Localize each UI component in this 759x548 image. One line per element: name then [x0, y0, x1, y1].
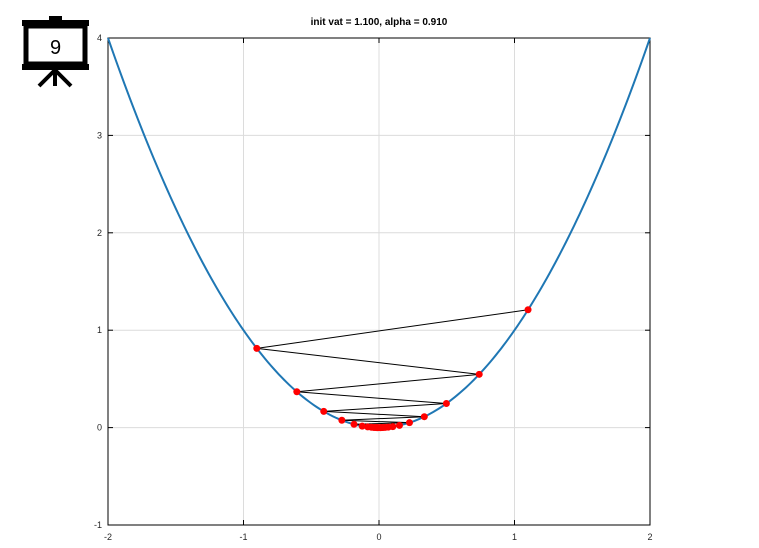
grid-lines — [108, 38, 650, 525]
iterate-point — [442, 400, 450, 408]
iterate-lines — [256, 309, 529, 429]
y-tick-label: -1 — [94, 520, 102, 530]
iterate-point — [253, 344, 261, 352]
iterate-segment — [256, 309, 529, 349]
iterate-segment — [256, 347, 480, 375]
y-tick-label: 1 — [97, 325, 102, 335]
iterate-segment — [341, 416, 425, 421]
iterate-point — [358, 422, 366, 430]
iterate-segment — [323, 410, 425, 418]
iterate-point — [293, 388, 301, 396]
x-tick-label: 1 — [512, 532, 517, 542]
y-tick-label: 4 — [97, 33, 102, 43]
iterate-point — [405, 419, 413, 427]
y-tick-label: 2 — [97, 228, 102, 238]
iterate-point — [395, 421, 403, 429]
iterate-point — [524, 306, 532, 314]
slide-number: 9 — [50, 37, 61, 59]
iterate-point — [338, 416, 346, 424]
iterate-point — [320, 407, 328, 415]
iterate-segment — [296, 391, 447, 405]
chart-title: init vat = 1.100, alpha = 0.910 — [311, 17, 448, 28]
iterate-segment — [323, 403, 447, 412]
iterate-point — [475, 370, 483, 378]
y-tick-label: 0 — [97, 423, 102, 433]
ticks — [107, 37, 651, 526]
iterate-point — [420, 413, 428, 421]
iterate-point — [374, 424, 382, 432]
x-tick-label: 0 — [376, 532, 381, 542]
iterate-segment — [296, 373, 480, 393]
x-tick-label: -2 — [104, 532, 112, 542]
iterate-points — [253, 306, 532, 432]
iterate-point — [350, 420, 358, 428]
y-tick-label: 3 — [97, 130, 102, 140]
x-tick-label: 2 — [647, 532, 652, 542]
x-tick-label: -1 — [239, 532, 247, 542]
presentation-board-icon: 9 — [18, 16, 93, 90]
